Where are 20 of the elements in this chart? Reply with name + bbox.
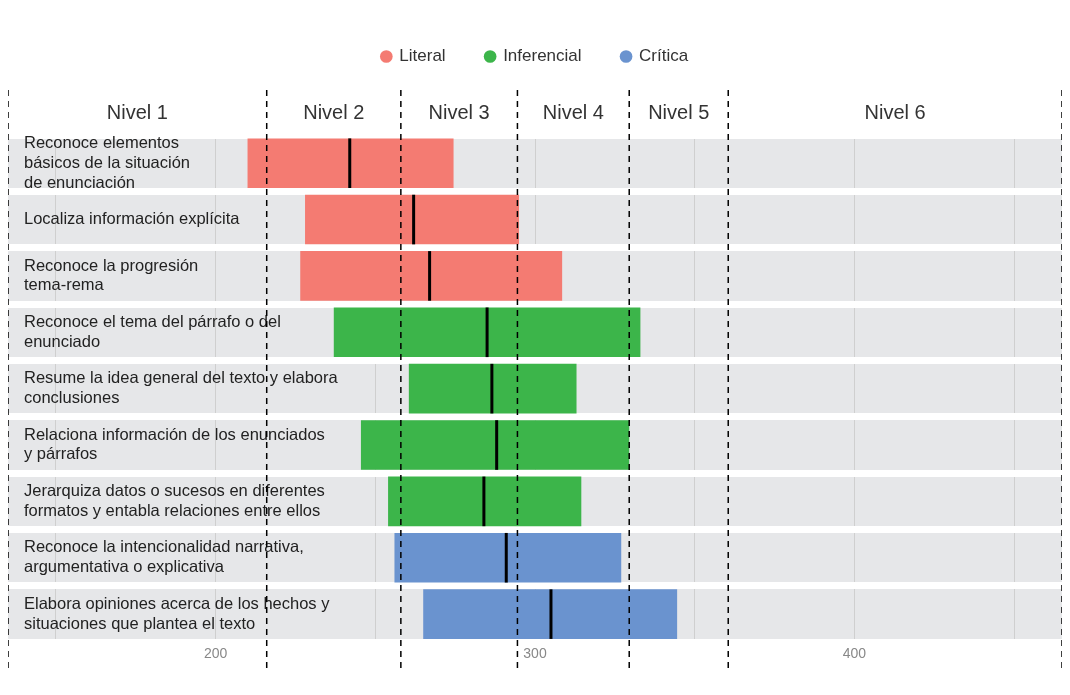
y-tick-label: Resume la idea general del texto y elabora conclusiones (24, 368, 339, 407)
legend-label: Inferencial (503, 46, 582, 66)
y-tick-label: Reconoce elementos básicos de la situación de enunciación (24, 132, 191, 191)
y-tick-label: Localiza información explícita (24, 209, 241, 228)
text: Nivel 3 (428, 100, 490, 123)
text: Nivel 5 (648, 100, 710, 123)
text: Nivel 2 (303, 100, 365, 123)
x-tick-label: 400 (842, 644, 867, 661)
text: Nivel 6 (864, 100, 926, 123)
y-tick-label: Relaciona información de los enunciados y párrafos (24, 424, 325, 463)
text: Nivel 4 (542, 100, 604, 123)
x-tick-label: 300 (523, 644, 547, 661)
y-tick-label: Reconoce la intencionalidad narrativa, argumentativa o explicativa (24, 537, 304, 576)
y-tick-label: Reconoce la progresión tema-rema (24, 255, 199, 294)
y-tick-label: Jerarquiza datos o sucesos en diferentes formatos y entabla relaciones entre ellos (24, 481, 325, 519)
text: Nivel 1 (106, 100, 168, 123)
y-tick-label: Elabora opiniones acerca de los hechos y situaciones que plantea el texto (24, 593, 331, 632)
x-tick-label: 200 (203, 644, 228, 661)
legend-label: Crítica (639, 46, 689, 66)
legend-label: Literal (399, 46, 446, 66)
